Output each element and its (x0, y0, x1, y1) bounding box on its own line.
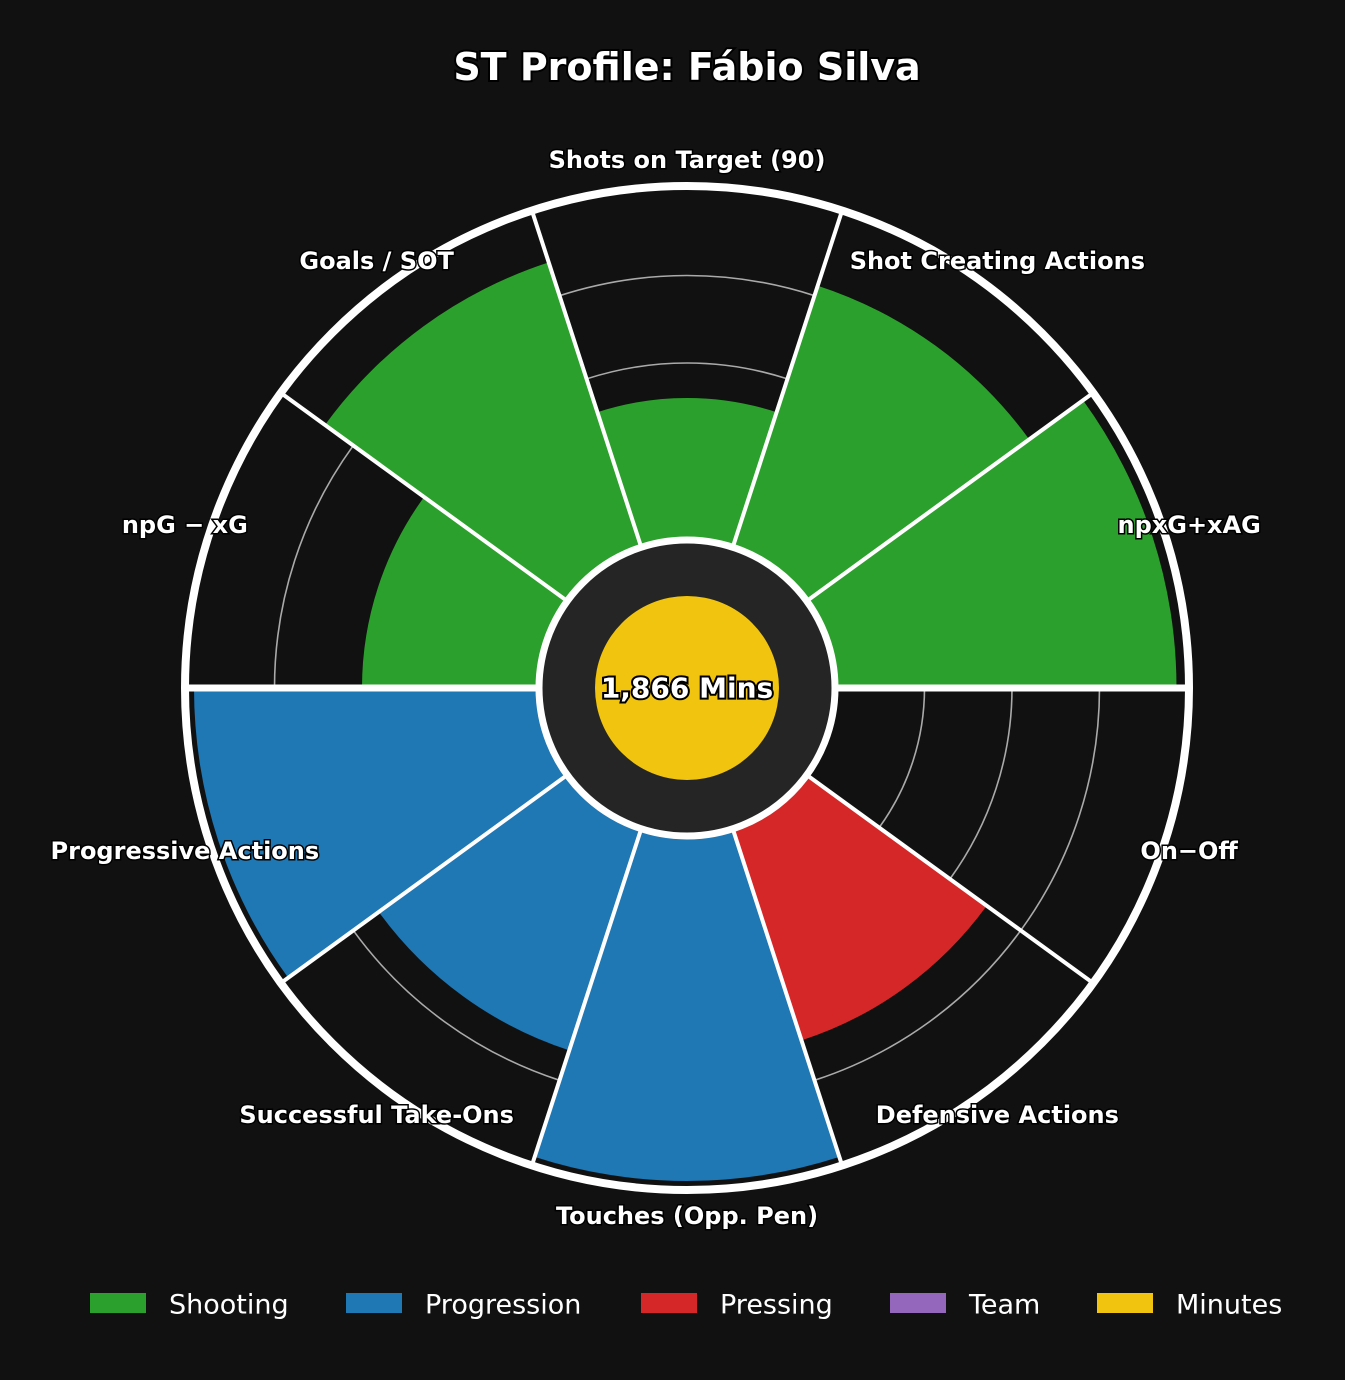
labels-layer: npxG+xAG Shot Creating Actions Shots on Ta… (49, 145, 1262, 1232)
bar-successful-take-ons (378, 776, 641, 1051)
legend-swatch-shooting (90, 1293, 146, 1313)
legend-item-team: Team (890, 1290, 1040, 1321)
bar-defensive-actions (733, 776, 987, 1041)
bar-npxg-xag (808, 400, 1177, 688)
legend-item-pressing: Pressing (641, 1290, 833, 1321)
legend-swatch-pressing (641, 1293, 697, 1313)
gridline-successful-take-ons-75 (352, 929, 560, 1082)
bar-touches-opp-pen (534, 830, 840, 1181)
separator-defensive-actions (731, 830, 845, 1168)
outline-layer (181, 182, 1193, 1194)
separator-successful-take-ons (278, 774, 567, 986)
separator-npg-xg (278, 390, 567, 602)
legend-item-minutes: Minutes (1097, 1290, 1282, 1321)
minutes-label: 1,866 Mins (601, 672, 773, 705)
gridline-shots-on-target-90-50 (586, 362, 788, 380)
bars-layer (194, 262, 1177, 1181)
label-on-off: On−Off (1140, 837, 1238, 865)
separator-touches-opp-pen (529, 830, 643, 1168)
gridline-on-off-25 (878, 687, 926, 829)
bar-shots-on-target-90 (597, 397, 777, 546)
label-progressive-actions: Progressive Actions (51, 837, 320, 865)
label-shots-on-target-90: Shots on Target (90) (549, 146, 826, 174)
legend: Shooting Progression Pressing Team Minutes (90, 1290, 1282, 1321)
bar-progressive-actions (194, 688, 566, 978)
bar-shot-creating-actions (733, 285, 1030, 600)
gridline-on-off-75 (1020, 687, 1101, 931)
legend-swatch-team (890, 1293, 946, 1313)
separator-on-off (807, 774, 1096, 986)
gridline-on-off-50 (949, 687, 1013, 880)
label-shot-creating-actions: Shot Creating Actions (850, 247, 1145, 275)
legend-item-progression: Progression (346, 1290, 581, 1321)
legend-label-team: Team (968, 1290, 1040, 1321)
label-npxg-xag: npxG+xAG (1118, 511, 1261, 539)
label-goals-sot: Goals / SOT (299, 247, 454, 275)
legend-swatch-minutes (1097, 1293, 1153, 1313)
grid-layer (273, 274, 1101, 1082)
legend-label-progression: Progression (425, 1290, 581, 1321)
bar-goals-sot (324, 262, 641, 600)
legend-label-shooting: Shooting (169, 1290, 289, 1321)
chart-title: ST Profile: Fábio Silva (453, 45, 920, 89)
center-layer: 1,866 Mins (535, 536, 839, 840)
label-successful-take-ons: Successful Take-Ons (239, 1101, 514, 1129)
label-touches-opp-pen: Touches (Opp. Pen) (556, 1202, 818, 1230)
label-npg-xg: npG − xG (122, 511, 248, 539)
legend-item-shooting: Shooting (90, 1290, 289, 1321)
gridline-shots-on-target-90-75 (559, 274, 815, 297)
bar-npg-xg (362, 496, 566, 688)
label-defensive-actions: Defensive Actions (876, 1101, 1119, 1129)
separator-shot-creating-actions (807, 390, 1096, 602)
gridline-npg-xg-75 (273, 445, 354, 689)
legend-label-pressing: Pressing (720, 1290, 833, 1321)
legend-swatch-progression (346, 1293, 402, 1313)
separator-goals-sot (529, 208, 643, 546)
gridline-defensive-actions-75 (814, 929, 1022, 1082)
minutes-disc (595, 596, 779, 780)
legend-label-minutes: Minutes (1176, 1290, 1282, 1321)
outer-ring (181, 182, 1193, 1194)
separator-shots-on-target-90 (731, 208, 845, 546)
